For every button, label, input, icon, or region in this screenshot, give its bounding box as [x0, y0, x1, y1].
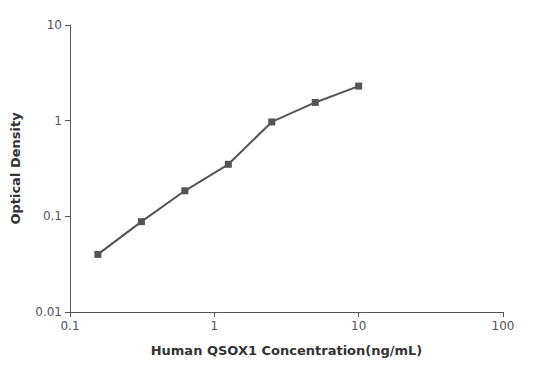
svg-text:0.1: 0.1 [43, 209, 62, 223]
svg-text:0.01: 0.01 [35, 305, 62, 319]
svg-text:100: 100 [492, 319, 515, 333]
svg-text:1: 1 [54, 114, 62, 128]
svg-text:10: 10 [351, 319, 366, 333]
svg-text:10: 10 [47, 18, 62, 32]
svg-text:1: 1 [211, 319, 219, 333]
svg-text:Human QSOX1 Concentration(ng/m: Human QSOX1 Concentration(ng/mL) [151, 343, 423, 358]
svg-text:0.1: 0.1 [60, 319, 79, 333]
svg-text:Optical Density: Optical Density [8, 112, 23, 225]
